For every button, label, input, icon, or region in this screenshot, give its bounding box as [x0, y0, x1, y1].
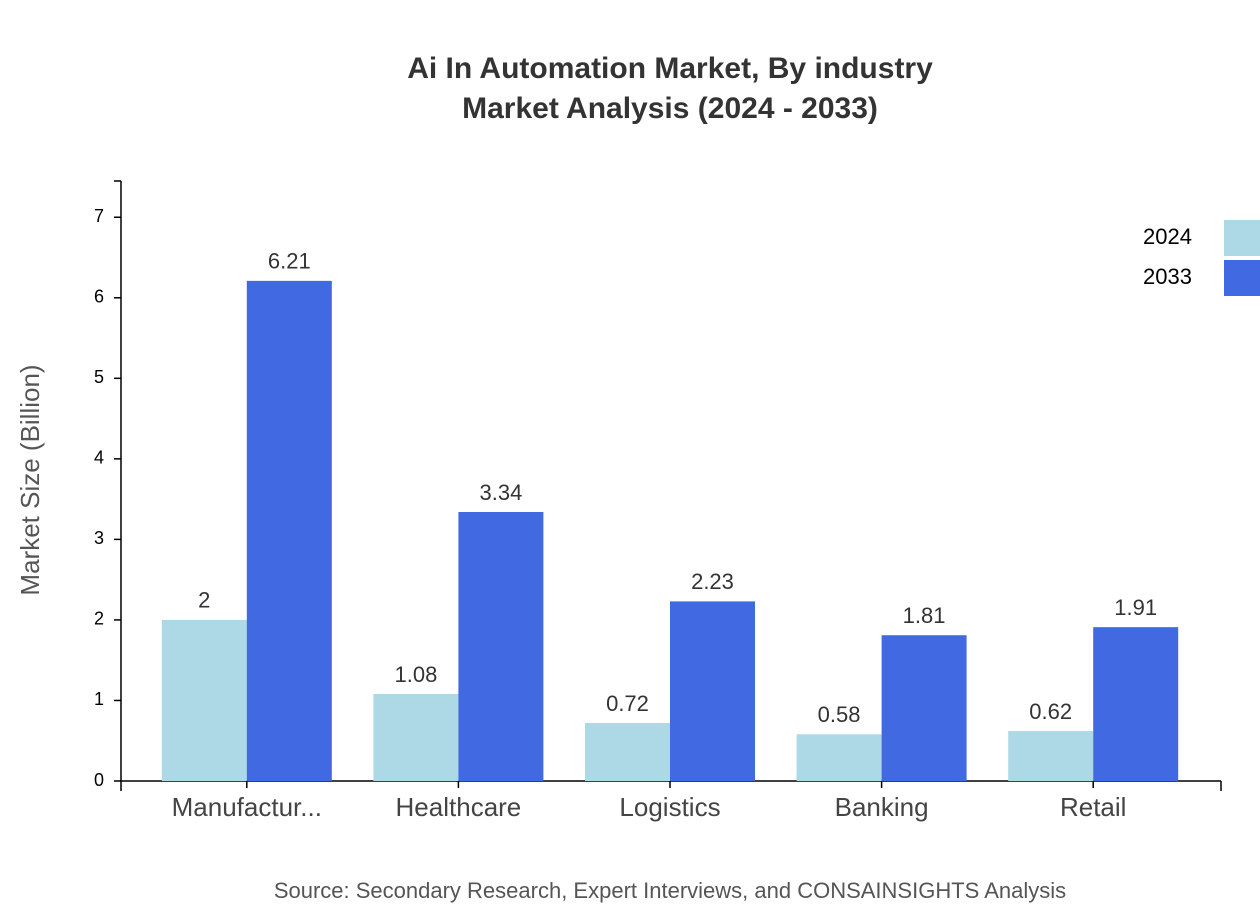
y-axis-label: Market Size (Billion) — [15, 364, 45, 595]
value-label: 2 — [198, 588, 210, 613]
value-label: 0.72 — [606, 691, 649, 716]
legend-label: 2033 — [1143, 264, 1192, 289]
bar — [373, 694, 459, 781]
value-label: 0.62 — [1029, 699, 1072, 724]
y-tick-label: 5 — [94, 367, 104, 387]
bar — [458, 512, 544, 781]
value-label: 1.08 — [394, 662, 437, 687]
x-tick-label: Retail — [1060, 792, 1126, 822]
value-label: 3.34 — [479, 480, 522, 505]
y-tick-label: 1 — [94, 689, 104, 709]
bar — [881, 635, 967, 781]
value-label: 6.21 — [268, 249, 311, 274]
chart-title: Ai In Automation Market, By industry — [407, 52, 933, 85]
bar — [1008, 731, 1094, 781]
y-tick-label: 6 — [94, 287, 104, 307]
bar — [585, 723, 670, 781]
y-tick-label: 2 — [94, 609, 104, 629]
chart-subtitle: Market Analysis (2024 - 2033) — [462, 92, 878, 125]
y-tick-label: 7 — [94, 206, 104, 226]
x-tick-label: Healthcare — [396, 792, 522, 822]
x-tick-label: Manufactur... — [172, 792, 322, 822]
value-label: 1.81 — [903, 603, 946, 628]
bar — [670, 601, 755, 781]
y-tick-label: 0 — [94, 770, 104, 790]
bar — [796, 734, 882, 781]
bar — [1093, 627, 1179, 781]
x-tick-label: Banking — [835, 792, 929, 822]
legend-swatch — [1224, 260, 1260, 296]
value-label: 2.23 — [691, 569, 734, 594]
x-tick-label: Logistics — [619, 792, 720, 822]
source-note: Source: Secondary Research, Expert Inter… — [274, 878, 1066, 903]
value-label: 0.58 — [818, 702, 861, 727]
value-label: 1.91 — [1114, 595, 1157, 620]
y-tick-label: 4 — [94, 448, 104, 468]
y-tick-label: 3 — [94, 528, 104, 548]
legend-label: 2024 — [1143, 224, 1192, 249]
legend-swatch — [1224, 220, 1260, 256]
bar — [161, 619, 247, 781]
bar — [246, 280, 332, 781]
